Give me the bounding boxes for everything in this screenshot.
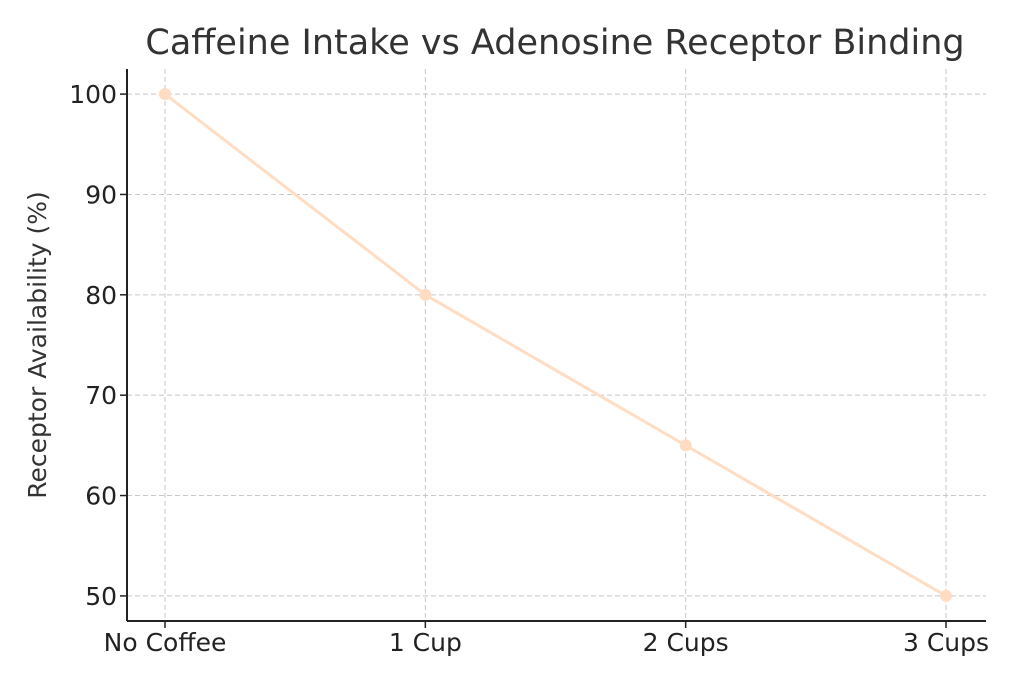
data-point [940,589,952,602]
x-tick-label: 1 Cup [389,628,462,657]
data-point [419,288,432,301]
axes [126,69,986,622]
y-axis-label: Receptor Availability (%) [23,191,52,498]
data-series [159,88,952,602]
chart-title: Caffeine Intake vs Adenosine Receptor Bi… [145,23,964,63]
data-point [159,88,171,101]
x-axis-ticks: No Coffee 1 Cup 2 Cups 3 Cups [104,621,989,657]
data-point [679,439,692,452]
grid-lines [127,69,986,621]
y-tick-label: 100 [69,80,117,109]
y-axis-ticks: 50 60 70 80 90 100 [69,80,127,611]
x-tick-label: 2 Cups [643,628,729,657]
y-tick-label: 90 [85,180,117,209]
y-tick-label: 80 [85,281,117,310]
y-tick-label: 70 [85,381,117,410]
x-tick-label: No Coffee [104,628,227,657]
series-line [163,92,948,598]
x-tick-label: 3 Cups [903,628,989,657]
y-tick-label: 50 [85,582,117,611]
y-tick-label: 60 [85,482,117,511]
